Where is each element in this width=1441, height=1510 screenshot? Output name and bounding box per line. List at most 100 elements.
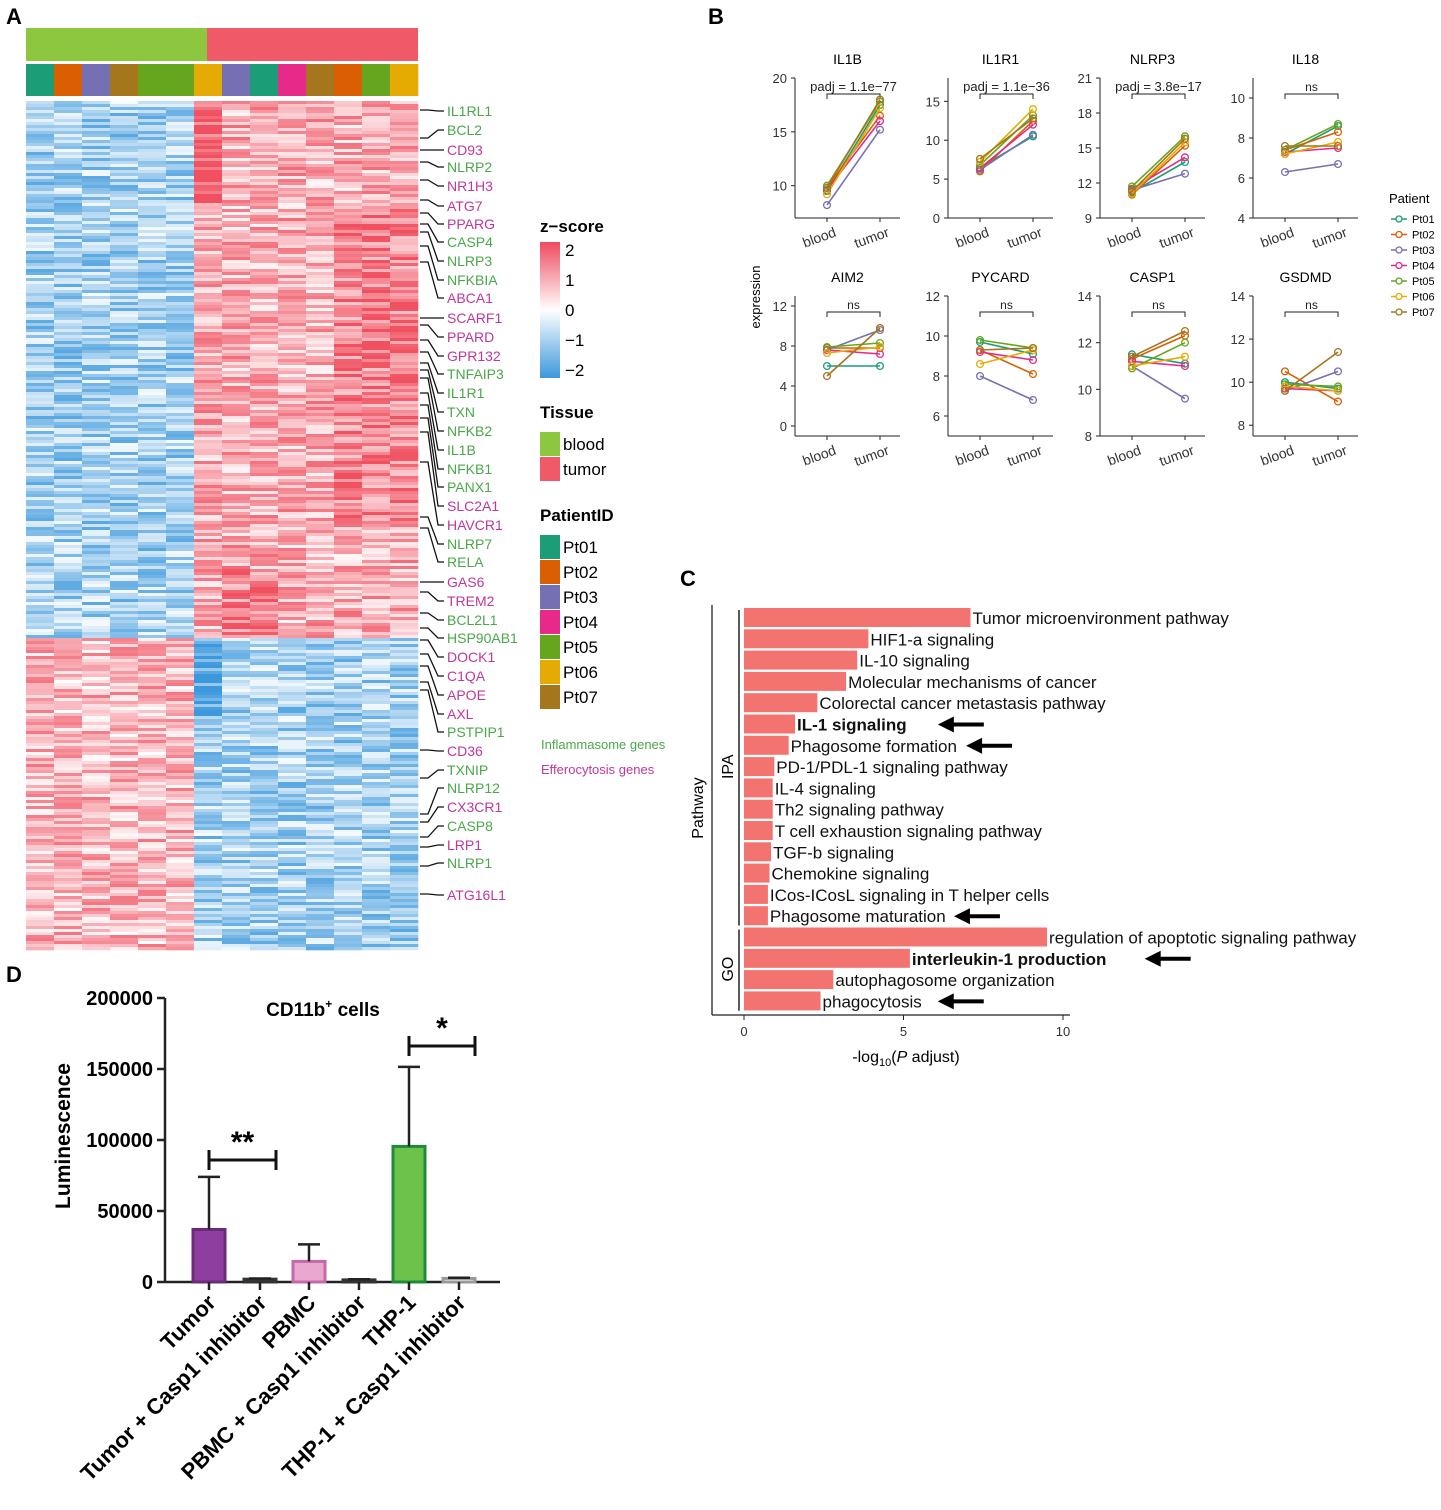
tumor-point [875, 361, 885, 371]
heatmap-cell [110, 668, 139, 672]
heatmap-cell [54, 698, 83, 702]
heatmap-cell [166, 404, 195, 408]
heatmap-cell [250, 542, 279, 546]
gene-label: ABCA1 [447, 290, 493, 306]
heatmap-cell [222, 374, 251, 378]
heatmap-cell [306, 443, 335, 447]
blood-point [1127, 364, 1137, 373]
heatmap-cell [222, 689, 251, 693]
heatmap-cell [194, 836, 223, 840]
heatmap-cell [194, 398, 223, 402]
heatmap-cell [138, 869, 167, 873]
heatmap-cell [138, 599, 167, 603]
heatmap-cell [110, 602, 139, 606]
heatmap-cell [306, 245, 335, 249]
heatmap-cell [194, 917, 223, 921]
heatmap-cell [110, 554, 139, 558]
heatmap-cell [250, 239, 279, 243]
heatmap-cell [362, 422, 391, 426]
heatmap-cell [222, 200, 251, 204]
zscore-tick-label: 2 [565, 241, 574, 260]
heatmap-cell [362, 152, 391, 156]
heatmap-cell [278, 920, 307, 924]
heatmap-cell [390, 782, 419, 786]
heatmap-cell [26, 161, 55, 165]
heatmap-cell [82, 125, 111, 129]
heatmap-cell [306, 356, 335, 360]
heatmap-cell [222, 626, 251, 630]
heatmap-cell [362, 551, 391, 555]
heatmap-cell [194, 890, 223, 894]
heatmap-cell [26, 710, 55, 714]
patient-bar-cell [278, 64, 307, 96]
heatmap-cell [82, 410, 111, 414]
legend-marker [1395, 215, 1403, 223]
heatmap-cell [110, 389, 139, 393]
heatmap-cell [334, 179, 363, 183]
heatmap-cell [306, 575, 335, 579]
heatmap-cell [82, 233, 111, 237]
heatmap-cell [362, 932, 391, 936]
heatmap-cell [138, 272, 167, 276]
heatmap-cell [166, 605, 195, 609]
heatmap-cell [54, 854, 83, 858]
heatmap-cell [138, 521, 167, 525]
heatmap-cell [306, 404, 335, 408]
heatmap-cell [26, 245, 55, 249]
heatmap-cell [26, 536, 55, 540]
heatmap-cell [278, 923, 307, 927]
heatmap-cell [390, 470, 419, 474]
heatmap-cell [194, 119, 223, 123]
heatmap-cell [194, 128, 223, 132]
heatmap-cell [278, 557, 307, 561]
y-tick-label: 9 [1085, 211, 1092, 226]
heatmap-cell [278, 551, 307, 555]
heatmap-cell [362, 542, 391, 546]
heatmap-cell [278, 524, 307, 528]
heatmap-cell [222, 359, 251, 363]
heatmap-cell [194, 755, 223, 759]
heatmap-cell [110, 632, 139, 636]
heatmap-cell [26, 152, 55, 156]
heatmap-cell [390, 662, 419, 666]
heatmap-cell [250, 509, 279, 513]
heatmap-cell [390, 335, 419, 339]
heatmap-cell [390, 164, 419, 168]
heatmap-cell [390, 374, 419, 378]
bar [191, 1227, 227, 1284]
heatmap-cell [390, 872, 419, 876]
heatmap-cell [82, 626, 111, 630]
heatmap-cell [194, 791, 223, 795]
heatmap-cell [166, 698, 195, 702]
heatmap-cell [138, 707, 167, 711]
heatmap-cell [110, 209, 139, 213]
heatmap-cell [26, 674, 55, 678]
heatmap-cell [278, 149, 307, 153]
heatmap-cell [334, 578, 363, 582]
heatmap-cell [194, 131, 223, 135]
heatmap-cell [82, 920, 111, 924]
heatmap-cell [82, 221, 111, 225]
heatmap-cell [250, 797, 279, 801]
heatmap-cell [390, 209, 419, 213]
heatmap-cell [54, 707, 83, 711]
gene-labels: IL1RL1BCL2CD93NLRP2NR1H3ATG7PPARGCASP4NL… [420, 103, 518, 903]
heatmap-cell [306, 806, 335, 810]
heatmap-cell [138, 239, 167, 243]
heatmap-cell [166, 281, 195, 285]
heatmap-cell [222, 605, 251, 609]
heatmap-cell [26, 863, 55, 867]
heatmap-cell [362, 476, 391, 480]
heatmap-cell [362, 623, 391, 627]
heatmap-cell [306, 194, 335, 198]
heatmap-cell [54, 191, 83, 195]
heatmap-cell [138, 734, 167, 738]
heatmap-cell [390, 764, 419, 768]
heatmap-cell [82, 437, 111, 441]
heatmap-cell [166, 668, 195, 672]
heatmap-cell [82, 884, 111, 888]
heatmap-cell [306, 617, 335, 621]
heatmap-cell [306, 287, 335, 291]
heatmap-cell [110, 692, 139, 696]
heatmap-cell [110, 344, 139, 348]
